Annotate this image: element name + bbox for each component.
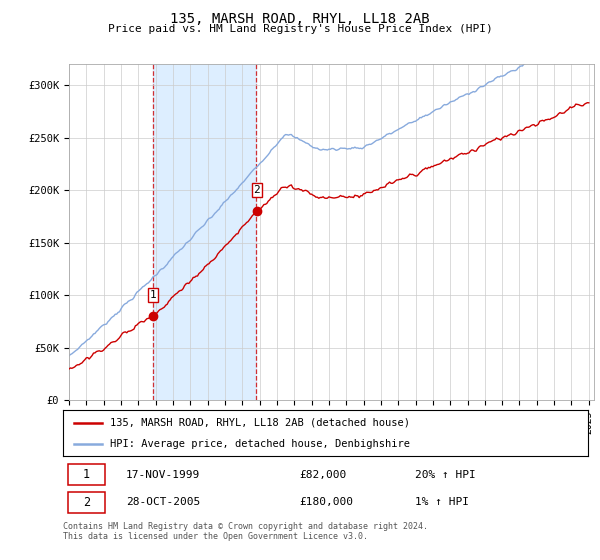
Text: 1% ↑ HPI: 1% ↑ HPI: [415, 497, 469, 507]
Text: £82,000: £82,000: [299, 470, 347, 480]
Text: 20% ↑ HPI: 20% ↑ HPI: [415, 470, 476, 480]
Text: HPI: Average price, detached house, Denbighshire: HPI: Average price, detached house, Denb…: [110, 439, 410, 449]
Text: 1: 1: [149, 290, 156, 300]
Text: 1: 1: [83, 468, 90, 481]
Text: 28-OCT-2005: 28-OCT-2005: [126, 497, 200, 507]
Text: Price paid vs. HM Land Registry's House Price Index (HPI): Price paid vs. HM Land Registry's House …: [107, 24, 493, 34]
Text: £180,000: £180,000: [299, 497, 353, 507]
FancyBboxPatch shape: [68, 492, 105, 513]
Text: 135, MARSH ROAD, RHYL, LL18 2AB (detached house): 135, MARSH ROAD, RHYL, LL18 2AB (detache…: [110, 418, 410, 428]
Text: Contains HM Land Registry data © Crown copyright and database right 2024.
This d: Contains HM Land Registry data © Crown c…: [63, 522, 428, 542]
Text: 2: 2: [253, 185, 260, 195]
Text: 2: 2: [83, 496, 90, 509]
Bar: [154, 64, 256, 400]
Text: 135, MARSH ROAD, RHYL, LL18 2AB: 135, MARSH ROAD, RHYL, LL18 2AB: [170, 12, 430, 26]
FancyBboxPatch shape: [68, 464, 105, 486]
Text: 17-NOV-1999: 17-NOV-1999: [126, 470, 200, 480]
